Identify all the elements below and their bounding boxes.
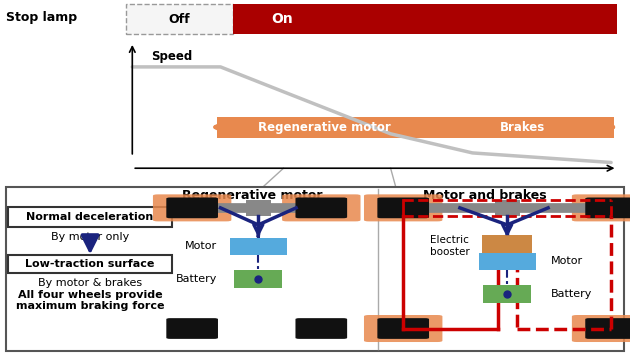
FancyBboxPatch shape bbox=[585, 318, 630, 339]
Text: Regenerative motor: Regenerative motor bbox=[181, 189, 323, 202]
FancyBboxPatch shape bbox=[126, 4, 233, 34]
Text: Normal deceleration: Normal deceleration bbox=[26, 212, 154, 222]
Text: On: On bbox=[271, 12, 293, 26]
Text: Regenerative motor: Regenerative motor bbox=[258, 121, 391, 133]
Text: maximum braking force: maximum braking force bbox=[16, 301, 164, 312]
Text: Low-traction surface: Low-traction surface bbox=[25, 259, 155, 269]
Text: By motor & brakes: By motor & brakes bbox=[38, 278, 142, 288]
FancyBboxPatch shape bbox=[282, 194, 360, 221]
FancyBboxPatch shape bbox=[153, 194, 231, 221]
Text: Off: Off bbox=[169, 13, 190, 25]
FancyBboxPatch shape bbox=[233, 4, 617, 34]
FancyBboxPatch shape bbox=[483, 285, 531, 303]
FancyBboxPatch shape bbox=[479, 253, 536, 270]
Text: Motor and brakes: Motor and brakes bbox=[423, 189, 547, 202]
FancyBboxPatch shape bbox=[377, 318, 429, 339]
Text: Battery: Battery bbox=[176, 274, 217, 284]
Text: Motor: Motor bbox=[551, 256, 583, 267]
Text: All four wheels provide: All four wheels provide bbox=[18, 290, 163, 301]
FancyBboxPatch shape bbox=[364, 194, 442, 221]
FancyBboxPatch shape bbox=[364, 315, 442, 342]
FancyBboxPatch shape bbox=[246, 200, 271, 216]
FancyBboxPatch shape bbox=[230, 238, 287, 255]
FancyBboxPatch shape bbox=[482, 235, 532, 259]
FancyBboxPatch shape bbox=[295, 198, 347, 218]
Text: By motor only: By motor only bbox=[51, 232, 129, 242]
FancyBboxPatch shape bbox=[234, 270, 282, 288]
Text: Electric
booster: Electric booster bbox=[430, 235, 469, 257]
FancyBboxPatch shape bbox=[572, 194, 630, 221]
FancyBboxPatch shape bbox=[495, 200, 520, 216]
Text: Stop lamp: Stop lamp bbox=[6, 11, 77, 24]
Text: Motor: Motor bbox=[185, 241, 217, 251]
FancyBboxPatch shape bbox=[8, 255, 172, 273]
FancyBboxPatch shape bbox=[585, 198, 630, 218]
FancyBboxPatch shape bbox=[217, 116, 432, 138]
FancyBboxPatch shape bbox=[8, 207, 172, 227]
Text: Speed: Speed bbox=[151, 50, 192, 63]
Text: Battery: Battery bbox=[551, 289, 593, 299]
FancyBboxPatch shape bbox=[166, 198, 218, 218]
FancyBboxPatch shape bbox=[166, 318, 218, 339]
FancyBboxPatch shape bbox=[572, 315, 630, 342]
FancyBboxPatch shape bbox=[295, 318, 347, 339]
Text: Brakes: Brakes bbox=[500, 121, 546, 133]
FancyBboxPatch shape bbox=[432, 116, 614, 138]
FancyBboxPatch shape bbox=[6, 188, 624, 350]
FancyBboxPatch shape bbox=[377, 198, 429, 218]
